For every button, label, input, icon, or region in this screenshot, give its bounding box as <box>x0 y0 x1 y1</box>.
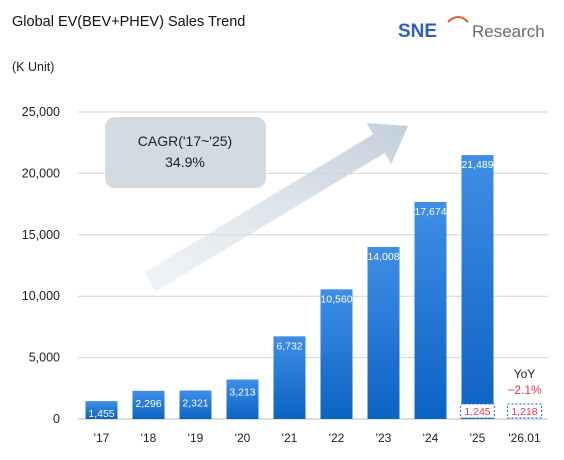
x-axis-ticks: '17 '18 '19 '20 '21 '22 '23 '24 '25 '26.01 <box>94 431 541 445</box>
yoy-label: YoY <box>514 367 536 381</box>
bar <box>461 155 494 419</box>
bars: 1,455 2,296 2,321 3,213 6,732 10,560 14,008 17,… <box>85 155 494 420</box>
bar <box>273 336 306 419</box>
y-tick-label: 10,000 <box>22 289 60 303</box>
january-value-label: 1,218 <box>511 406 537 418</box>
trend-arrow-shape <box>144 123 409 292</box>
bar <box>179 390 212 419</box>
bar-value-label: 2,296 <box>135 398 161 410</box>
bar-value-label: 2,321 <box>182 397 208 409</box>
y-axis-ticks: 0 5,000 10,000 15,000 20,000 25,000 <box>22 105 60 426</box>
cagr-label: CAGR('17~'25) <box>138 133 232 149</box>
chart-title: Global EV(BEV+PHEV) Sales Trend <box>12 14 246 30</box>
x-tick-label: '22 <box>329 431 345 445</box>
bar-value-label: 21,489 <box>461 159 493 171</box>
y-axis-unit-label: (K Unit) <box>12 60 55 74</box>
y-tick-label: 0 <box>53 412 60 426</box>
cagr-callout-box <box>105 117 266 188</box>
y-tick-label: 25,000 <box>22 105 60 119</box>
bar <box>367 246 400 419</box>
bar <box>85 401 118 419</box>
bar-value-label: 17,674 <box>414 206 446 218</box>
y-tick-label: 5,000 <box>29 351 60 365</box>
bar-value-label: 14,008 <box>367 251 399 263</box>
x-tick-label: '23 <box>376 431 392 445</box>
x-tick-label: '18 <box>141 431 157 445</box>
trend-arrow <box>144 123 409 292</box>
y-tick-label: 15,000 <box>22 228 60 242</box>
cagr-value: 34.9% <box>165 154 205 170</box>
x-tick-label: '26.01 <box>508 431 541 445</box>
bar <box>320 289 353 419</box>
january-value-box <box>459 403 496 419</box>
x-tick-label: '17 <box>94 431 110 445</box>
x-tick-label: '20 <box>235 431 251 445</box>
x-tick-label: '19 <box>188 431 204 445</box>
yoy-value: −2.1% <box>507 383 542 397</box>
bar-value-label: 3,213 <box>229 387 255 399</box>
bar <box>226 379 259 419</box>
bar-value-label: 1,455 <box>88 408 114 420</box>
january-value-box <box>506 403 543 419</box>
january-value-label: 1,245 <box>464 406 490 418</box>
bar-value-label: 6,732 <box>276 340 302 352</box>
bar-value-label: 10,560 <box>320 293 352 305</box>
x-tick-label: '25 <box>470 431 486 445</box>
x-tick-label: '21 <box>282 431 298 445</box>
bar <box>414 201 447 419</box>
annotations: CAGR('17~'25) 34.9% 1,245 1,218 YoY −2.1% <box>105 117 543 419</box>
x-tick-label: '24 <box>423 431 439 445</box>
bar <box>132 390 165 419</box>
y-tick-label: 20,000 <box>22 166 60 180</box>
